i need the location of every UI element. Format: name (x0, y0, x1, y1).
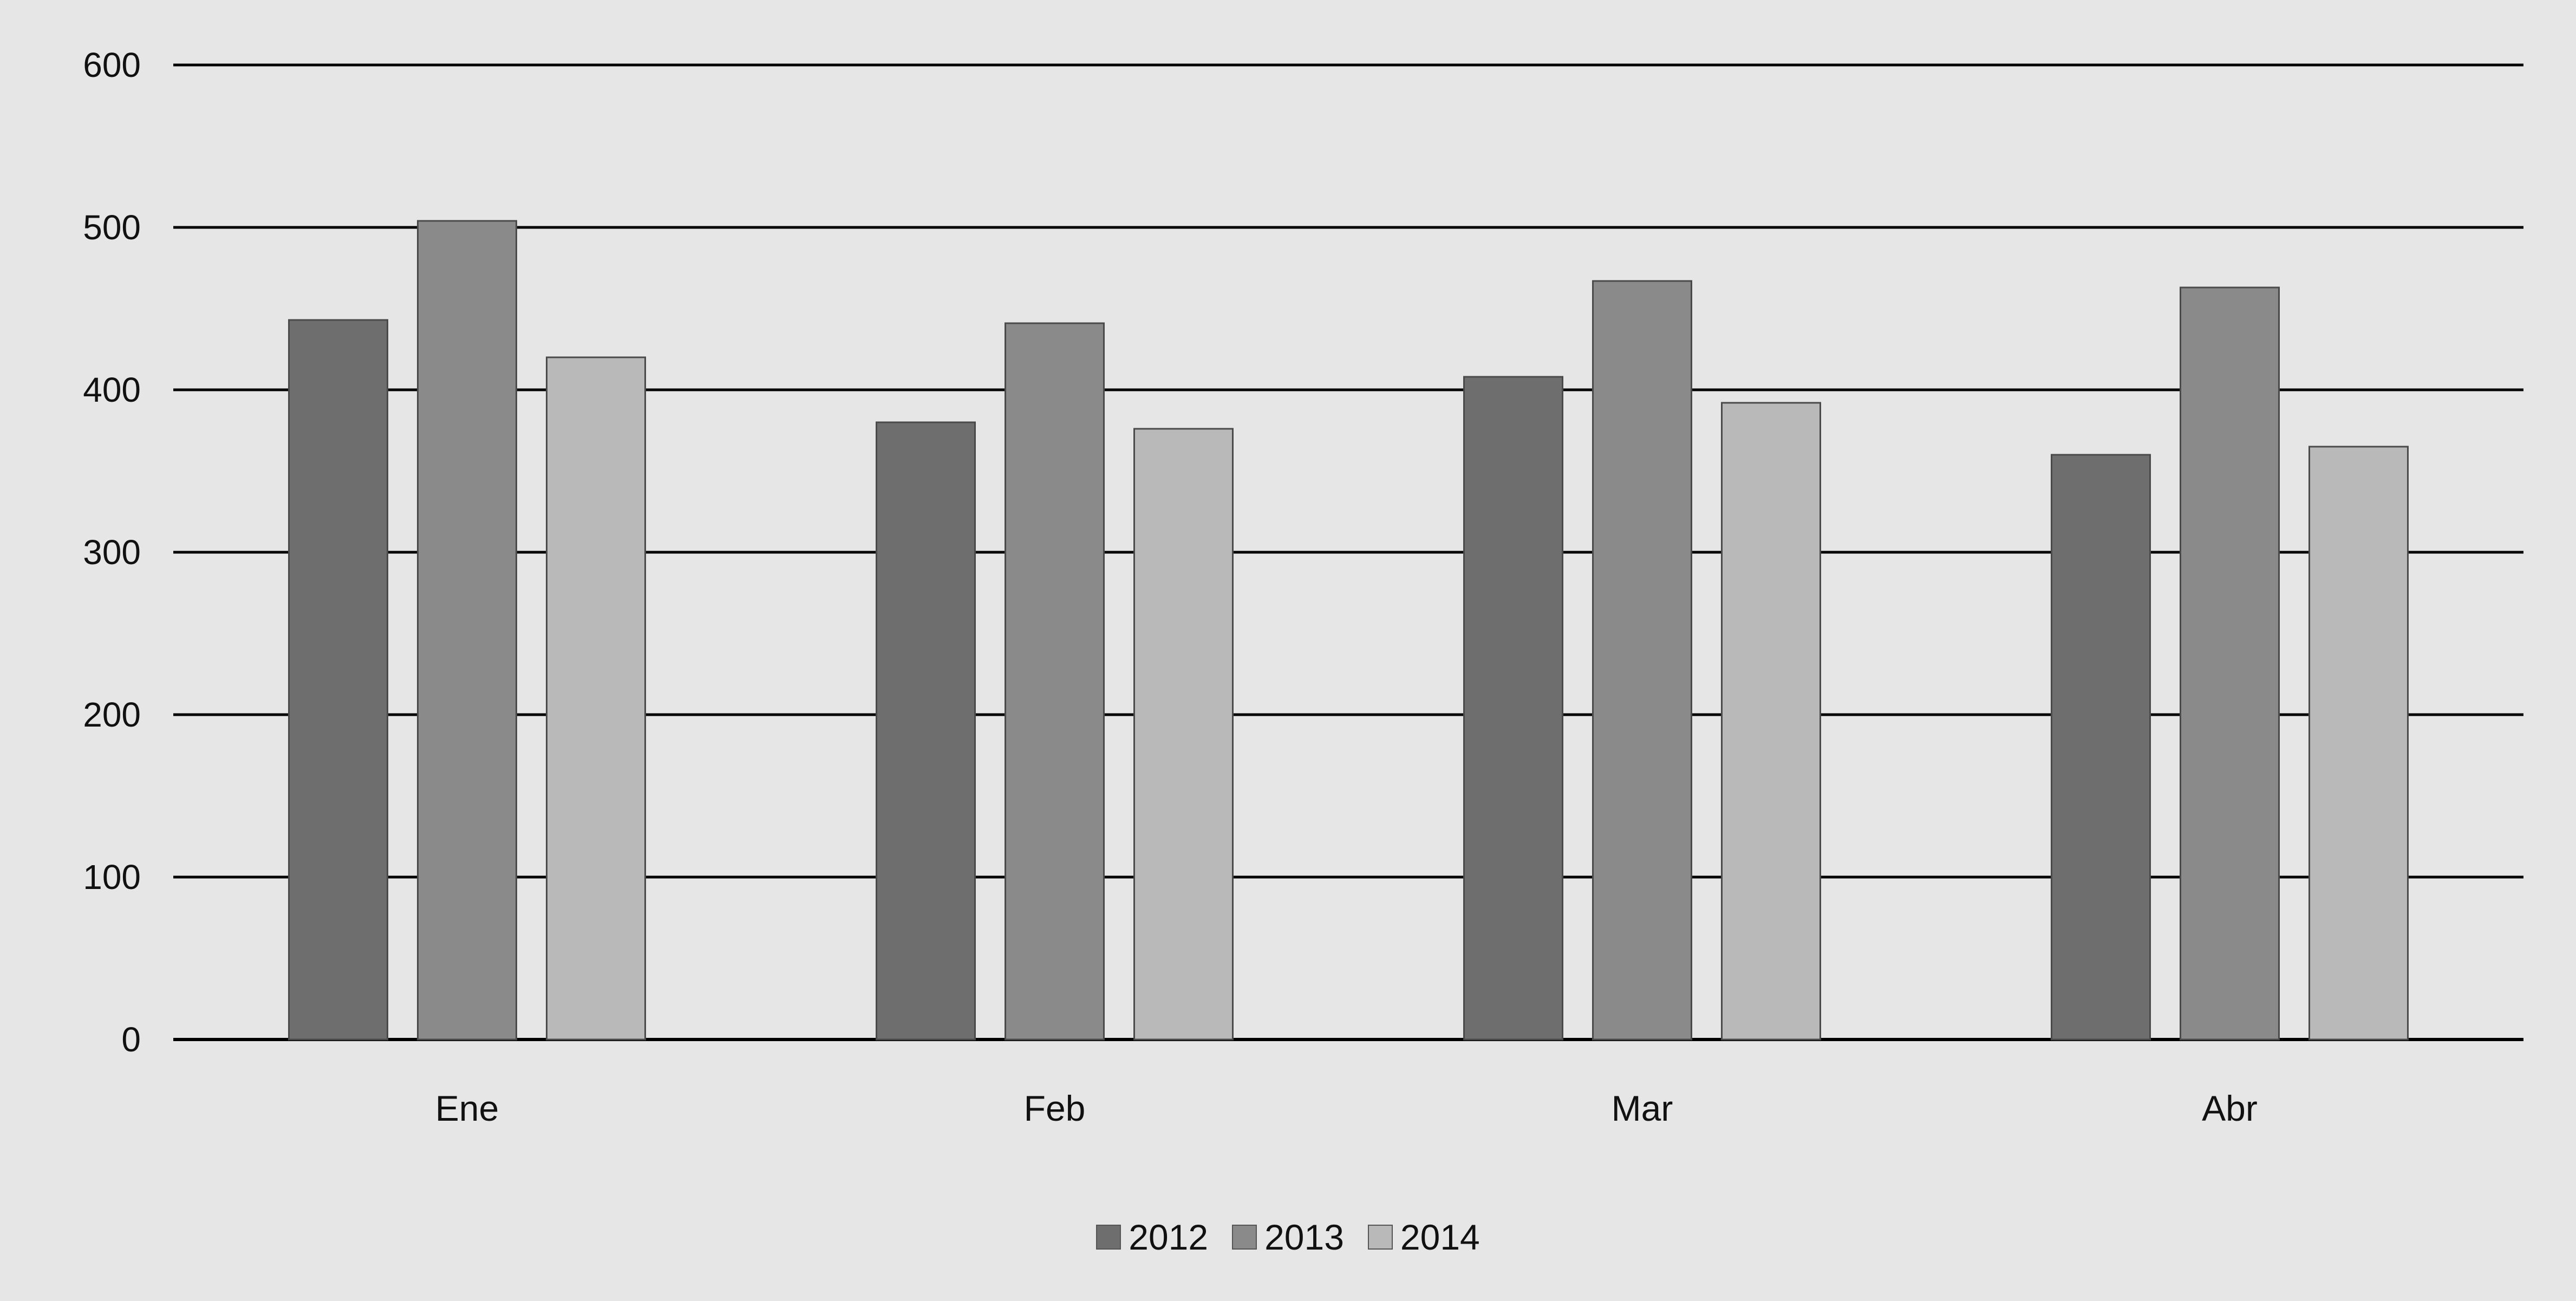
y-tick-label: 500 (83, 208, 141, 247)
legend: 2012 2013 2014 (0, 1210, 2576, 1264)
legend-label: 2012 (1129, 1217, 1209, 1257)
y-tick-label: 200 (83, 695, 141, 734)
y-tick-label: 0 (121, 1020, 141, 1059)
x-category-label: Mar (1612, 1088, 1673, 1128)
x-category-label: Feb (1024, 1088, 1086, 1128)
legend-label: 2013 (1264, 1217, 1344, 1257)
x-category-label: Ene (435, 1088, 499, 1128)
bar-2013-Feb (1005, 322, 1105, 1041)
y-tick-label: 100 (83, 858, 141, 897)
y-tick-label: 400 (83, 370, 141, 409)
bar-2013-Abr (2180, 286, 2280, 1041)
legend-swatch (1367, 1225, 1393, 1250)
bar-2014-Feb (1133, 428, 1234, 1041)
legend-label: 2014 (1400, 1217, 1480, 1257)
bar-2014-Ene (546, 356, 646, 1041)
legend-swatch (1096, 1225, 1121, 1250)
x-category-label: Abr (2202, 1088, 2258, 1128)
bar-2014-Abr (2308, 446, 2409, 1041)
legend-item-2012: 2012 (1096, 1217, 1208, 1258)
bar-2014-Mar (1721, 402, 1821, 1041)
bar-2012-Mar (1463, 376, 1563, 1041)
bar-2013-Mar (1592, 280, 1692, 1041)
bar-2012-Ene (288, 319, 388, 1041)
y-tick-label: 300 (83, 533, 141, 572)
legend-swatch (1232, 1225, 1257, 1250)
legend-item-2013: 2013 (1232, 1217, 1344, 1258)
legend-item-2014: 2014 (1367, 1217, 1480, 1258)
bar-2012-Feb (876, 421, 976, 1041)
bar-2012-Abr (2051, 454, 2151, 1041)
bar-2013-Ene (417, 220, 517, 1041)
y-tick-label: 600 (83, 45, 141, 84)
